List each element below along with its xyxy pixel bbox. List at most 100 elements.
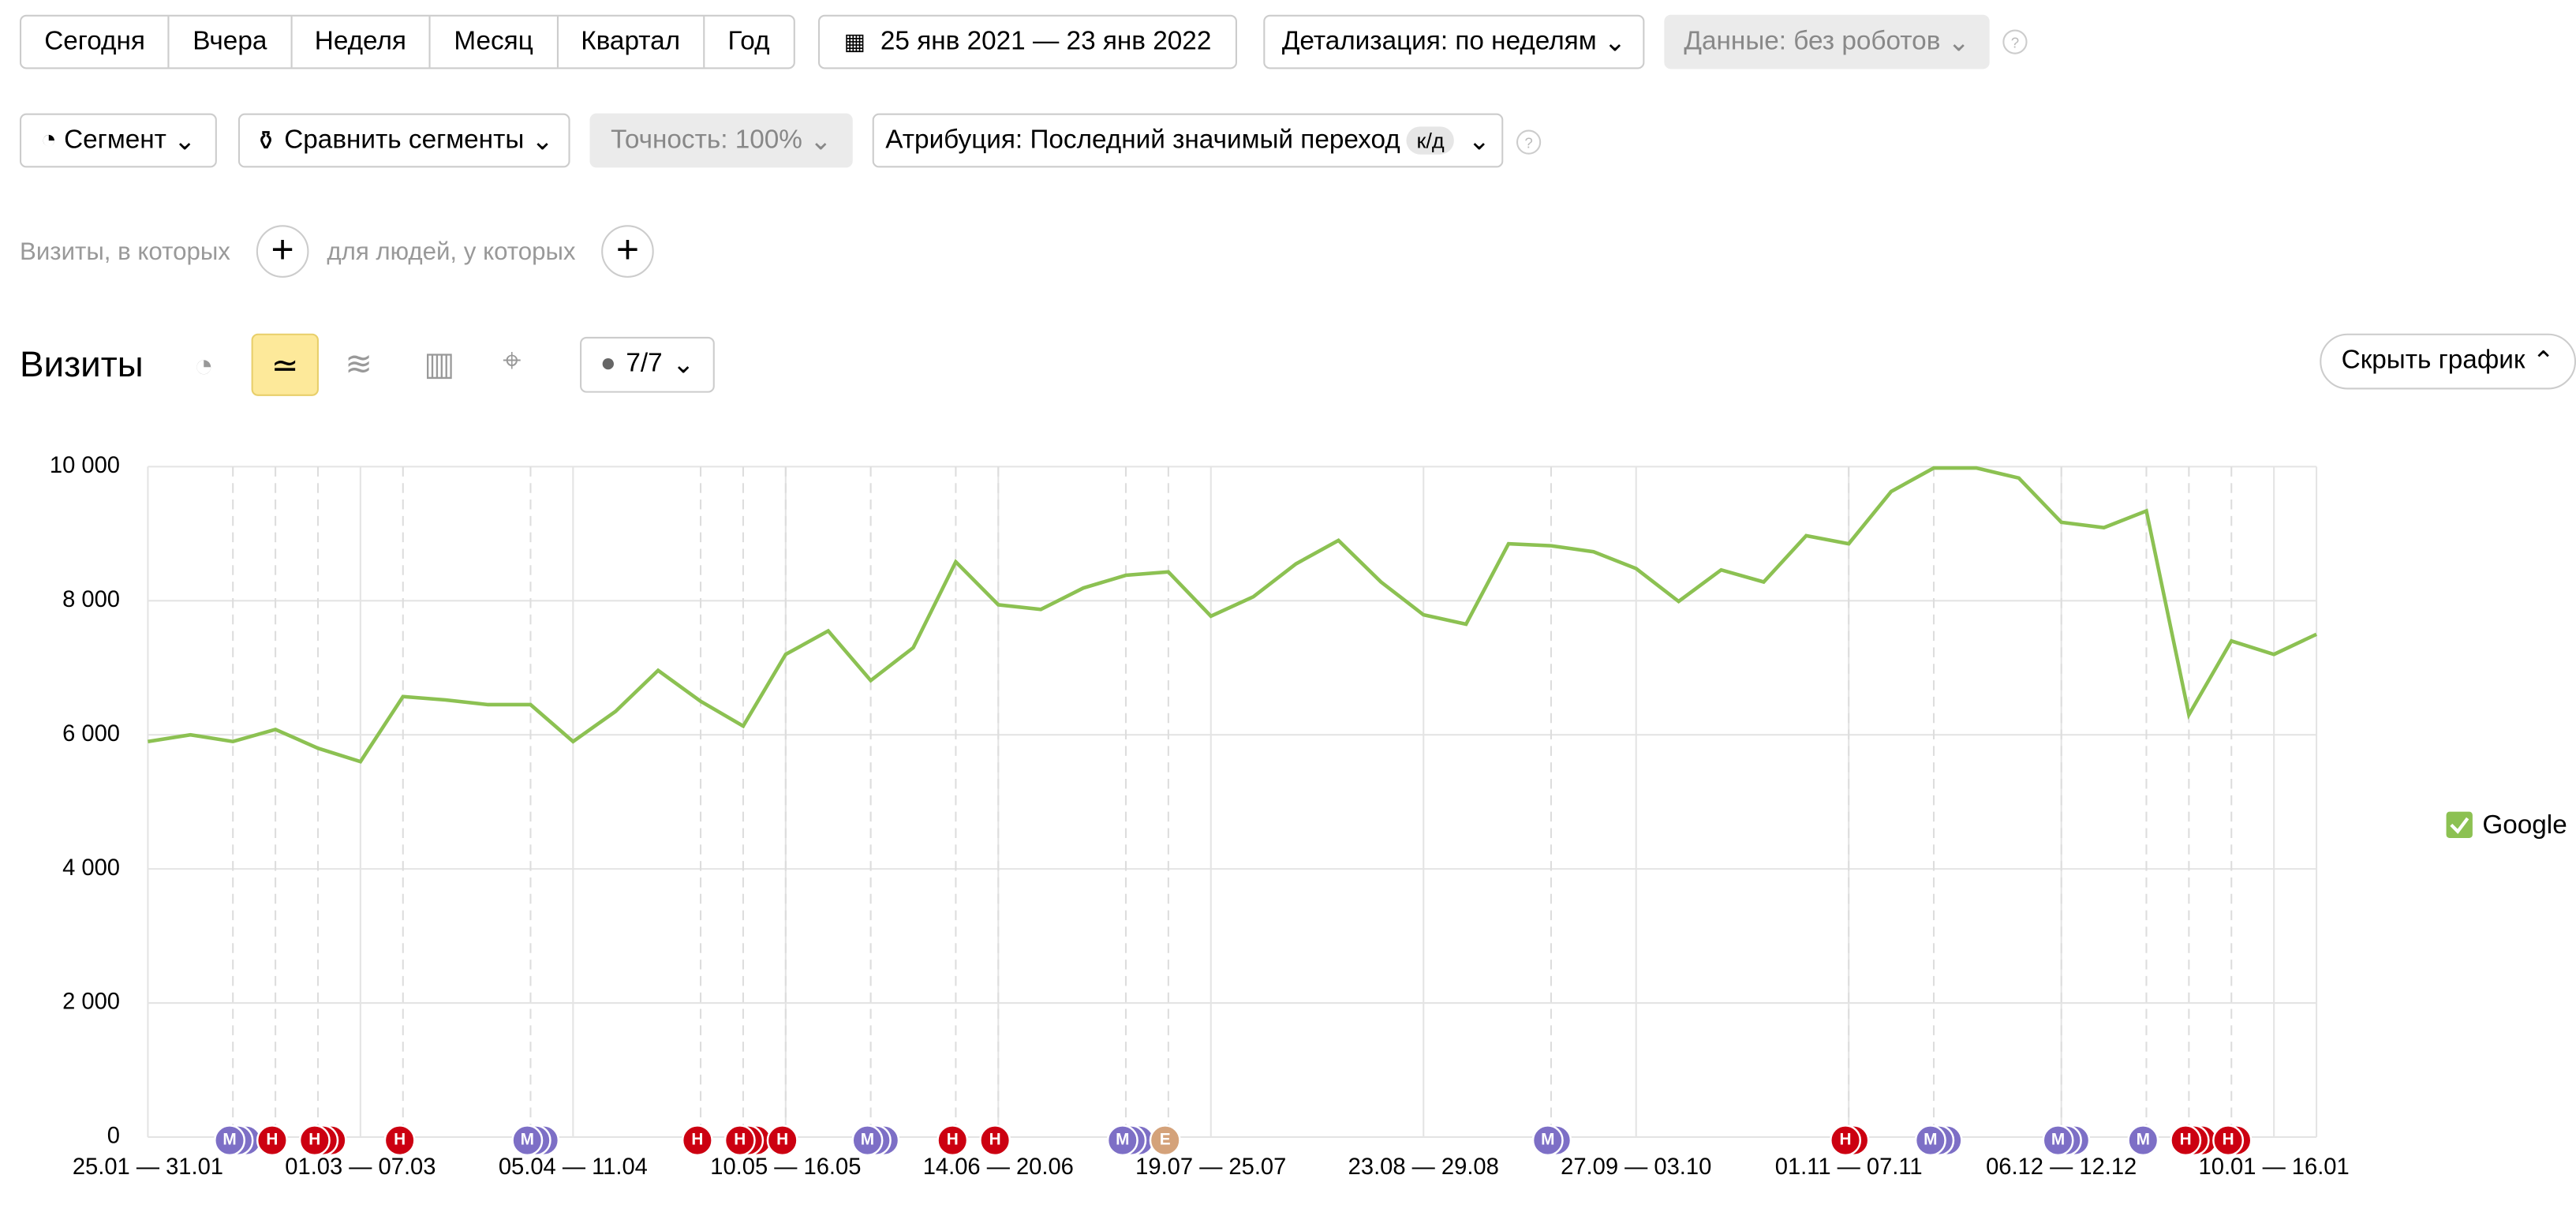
marker-bubble — [937, 1124, 969, 1157]
marker-label: Н — [2180, 1131, 2192, 1149]
marker-bubble — [979, 1124, 1011, 1157]
marker-label: М — [222, 1131, 236, 1149]
add-filter[interactable]: + — [256, 225, 309, 278]
marker-bubble — [383, 1124, 416, 1157]
marker-label: М — [861, 1131, 874, 1149]
segment-text: Сегмент — [64, 125, 166, 154]
period-button[interactable]: Квартал — [558, 16, 705, 68]
y-tick-label: 8 000 — [62, 587, 120, 612]
annotation-marker: Н — [766, 1124, 798, 1157]
marker-bubble — [1531, 1124, 1564, 1157]
marker-bubble — [2127, 1124, 2159, 1157]
marker-label: Н — [734, 1131, 746, 1149]
x-tick-label: 14.06 — 20.06 — [923, 1154, 1074, 1180]
period-button[interactable]: Год — [727, 27, 770, 55]
annotation-marker: Е — [1149, 1124, 1181, 1157]
accuracy-dropdown[interactable]: Точность: 100% ⌄ — [589, 113, 853, 168]
annotation-marker: Н — [298, 1124, 347, 1157]
compare-text: Сравнить сегменты — [284, 125, 525, 154]
annotation-marker: М — [1106, 1124, 1155, 1157]
annotation-marker: М — [851, 1124, 900, 1157]
y-tick-label: 4 000 — [62, 855, 120, 881]
hide-text: Скрыть график — [2341, 346, 2526, 375]
data-text: Данные: без роботов — [1684, 27, 1941, 55]
marker-label: М — [1116, 1131, 1129, 1149]
x-tick-label: 23.08 — 29.08 — [1348, 1154, 1499, 1180]
annotation-marker: Н — [723, 1124, 772, 1157]
period-button[interactable]: Месяц — [431, 16, 559, 68]
bar-view[interactable]: ▥ — [424, 346, 455, 384]
legend-label: Google — [2482, 810, 2567, 840]
y-tick-label: 6 000 — [62, 721, 120, 746]
notes-dropdown[interactable]: ● 7/7 ⌄ — [580, 336, 715, 393]
annotation-marker: Н — [681, 1124, 713, 1157]
compare-button[interactable]: ⚱ Сравнить сегменты ⌄ — [237, 113, 570, 168]
x-tick-label: 25.01 — 31.01 — [73, 1154, 223, 1180]
period-button[interactable]: Вчера — [170, 16, 292, 68]
marker-bubble — [1830, 1124, 1862, 1157]
period-button[interactable]: Сегодня — [21, 16, 170, 68]
series-line — [148, 466, 2318, 764]
marker-bubble — [214, 1124, 246, 1157]
marker-label: Н — [308, 1131, 320, 1149]
marker-bubble — [2170, 1124, 2202, 1157]
period-button[interactable]: Неделя — [292, 16, 432, 68]
marker-label: М — [521, 1131, 534, 1149]
map-view[interactable]: ⌖ — [503, 343, 522, 380]
marker-label: Н — [394, 1131, 406, 1149]
marker-bubble — [1149, 1124, 1181, 1157]
add-filter[interactable]: + — [601, 225, 654, 278]
annotation-marker: М — [214, 1124, 262, 1157]
area-view[interactable]: ≋ — [345, 346, 373, 384]
annotation-marker: М — [511, 1124, 560, 1157]
period-selector: Сегодня Вчера Неделя Месяц Квартал Год — [19, 14, 794, 69]
attribution-badge: к/д — [1407, 126, 1455, 155]
x-tick-label: 05.04 — 11.04 — [499, 1154, 648, 1180]
marker-bubble — [723, 1124, 756, 1157]
marker-bubble — [851, 1124, 884, 1157]
marker-label: Н — [947, 1131, 959, 1149]
date-text: 25 янв 2021 — 23 янв 2022 — [880, 27, 1212, 55]
marker-bubble — [681, 1124, 713, 1157]
marker-bubble — [256, 1124, 288, 1157]
annotation-marker: М — [2042, 1124, 2091, 1157]
y-tick-label: 2 000 — [62, 990, 120, 1015]
hide-chart[interactable]: Скрыть график ⌃ — [2320, 333, 2576, 390]
marker-label: Е — [1160, 1131, 1171, 1149]
annotation-marker: М — [2127, 1124, 2159, 1157]
segment-button[interactable]: ◔ Сегмент ⌄ — [19, 113, 217, 168]
marker-label: Н — [266, 1131, 278, 1149]
data-dropdown[interactable]: Данные: без роботов ⌄ — [1664, 14, 1990, 69]
marker-label: М — [1924, 1131, 1937, 1149]
x-tick-label: 01.03 — 07.03 — [285, 1154, 436, 1180]
annotation-marker: Н — [2212, 1124, 2253, 1157]
marker-label: Н — [2223, 1131, 2234, 1149]
help-icon[interactable]: ? — [1516, 129, 1542, 155]
detail-dropdown[interactable]: Детализация: по неделям ⌄ — [1263, 14, 1645, 69]
marker-label: М — [2051, 1131, 2065, 1149]
annotation-marker: Н — [979, 1124, 1011, 1157]
legend-checkbox — [2446, 811, 2473, 838]
marker-bubble — [766, 1124, 798, 1157]
annotation-marker: Н — [1830, 1124, 1870, 1157]
annotation-marker: Н — [383, 1124, 416, 1157]
calendar-icon: ▦ — [843, 28, 866, 54]
legend-check — [2450, 817, 2469, 834]
help-icon[interactable]: ? — [2002, 29, 2028, 54]
x-tick-label: 06.12 — 12.12 — [1986, 1154, 2137, 1180]
marker-bubble — [1106, 1124, 1138, 1157]
line-view[interactable]: ≃ — [251, 333, 319, 396]
marker-bubble — [511, 1124, 544, 1157]
annotation-marker: Н — [256, 1124, 288, 1157]
pie-view[interactable]: ◔ — [193, 348, 214, 385]
date-range[interactable]: ▦ 25 янв 2021 — 23 янв 2022 — [817, 14, 1237, 69]
marker-bubble — [298, 1124, 331, 1157]
report-title: Визиты — [19, 343, 144, 385]
marker-bubble — [2212, 1124, 2245, 1157]
y-tick-label: 10 000 — [50, 453, 120, 478]
attribution-text: Атрибуция: Последний значимый переход — [885, 125, 1400, 154]
attribution-dropdown[interactable]: Атрибуция: Последний значимый переход к/д… — [872, 113, 1504, 168]
